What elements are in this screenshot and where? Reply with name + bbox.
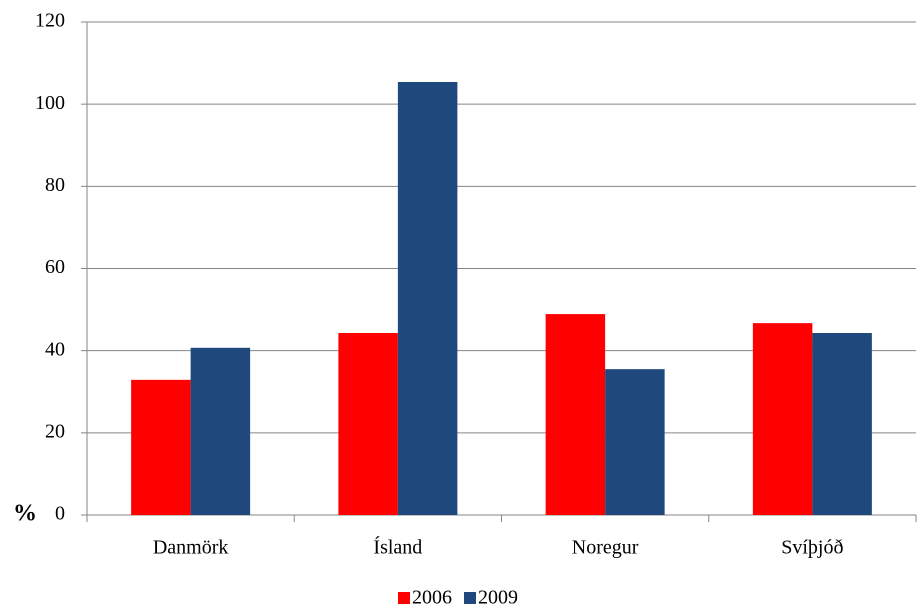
y-axis-label: % — [13, 501, 37, 527]
y-tick-label: 40 — [45, 338, 65, 360]
x-tick-label: Danmörk — [153, 537, 229, 559]
bar — [338, 333, 398, 515]
bar — [131, 379, 191, 515]
bar — [752, 323, 813, 515]
bar — [545, 314, 606, 515]
y-tick-label: 20 — [45, 420, 65, 442]
y-tick-label: 0 — [55, 503, 65, 525]
y-tick-label: 80 — [45, 174, 65, 196]
bar — [812, 333, 872, 515]
y-tick-label: 60 — [45, 256, 65, 278]
x-tick-label: Ísland — [373, 536, 422, 559]
legend-label: 2009 — [478, 587, 518, 609]
y-tick-label: 120 — [35, 10, 65, 32]
x-tick-label: Noregur — [572, 537, 639, 559]
bar — [397, 81, 458, 516]
y-tick-label: 100 — [35, 92, 65, 114]
bar — [190, 347, 251, 515]
legend-swatch — [464, 592, 476, 604]
legend-swatch — [398, 592, 410, 604]
x-tick-label: Svíþjóð — [781, 537, 843, 559]
bar — [605, 369, 665, 515]
legend-label: 2006 — [412, 587, 452, 609]
